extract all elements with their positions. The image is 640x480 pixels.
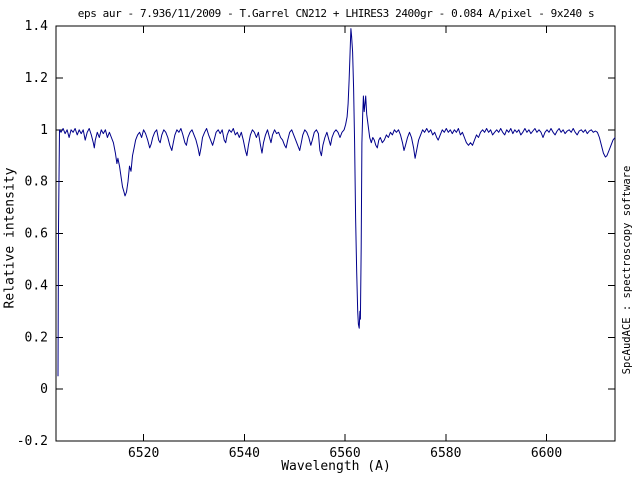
y-tick-label: 1.2 bbox=[25, 71, 48, 86]
y-tick-label: 0.2 bbox=[25, 330, 48, 345]
y-tick-label: 0 bbox=[40, 382, 48, 397]
x-tick-label: 6520 bbox=[128, 446, 159, 461]
x-axis-title: Wavelength (A) bbox=[281, 459, 391, 474]
chart-title: eps aur - 7.936/11/2009 - T.Garrel CN212… bbox=[77, 7, 595, 20]
y-axis-title: Relative intensity bbox=[2, 167, 18, 309]
spectrum-line bbox=[57, 28, 616, 377]
x-tick-label: 6560 bbox=[329, 446, 360, 461]
x-tick-label: 6540 bbox=[229, 446, 260, 461]
y-tick-label: 1 bbox=[40, 123, 48, 138]
y-tick-label: -0.2 bbox=[17, 434, 48, 449]
x-tick-label: 6580 bbox=[430, 446, 461, 461]
software-watermark: SpcAudACE : spectroscopy software bbox=[621, 165, 633, 375]
x-tick-label: 6600 bbox=[531, 446, 562, 461]
y-tick-label: 1.4 bbox=[25, 19, 49, 34]
y-tick-label: 0.6 bbox=[25, 227, 48, 242]
plot-frame bbox=[55, 25, 616, 442]
y-tick-label: 0.8 bbox=[25, 175, 48, 190]
y-tick-label: 0.4 bbox=[25, 278, 49, 293]
